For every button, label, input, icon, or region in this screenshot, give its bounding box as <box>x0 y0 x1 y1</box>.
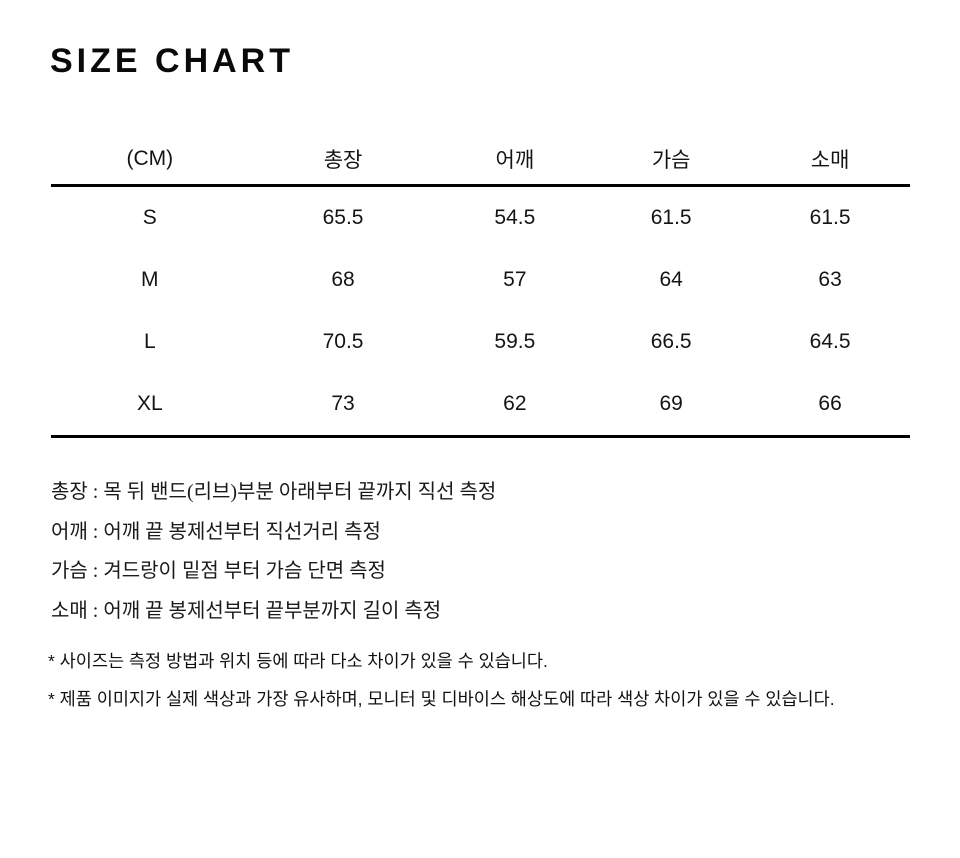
measurement-value: 64 <box>659 268 683 291</box>
measurement-value: 69 <box>659 392 683 415</box>
column-header: 가슴 <box>651 149 691 172</box>
measurement-value: 59.5 <box>494 330 536 353</box>
size-row: M 68 57 64 63 <box>51 249 910 311</box>
size-label: XL <box>136 392 163 415</box>
measurement-value: 65.5 <box>322 206 364 229</box>
column-header: 소매 <box>810 149 850 172</box>
size-label: S <box>142 206 157 229</box>
measurement-value: 66.5 <box>650 330 692 353</box>
guide-line: 총장 : 목 뒤 밴드(리브)부분 아래부터 끝까지 직선 측정 <box>51 481 497 503</box>
size-label: L <box>143 330 156 353</box>
size-table: (CM) 총장 어깨 가슴 소매 S 65.5 54.5 61.5 61.5 M 68 57 64 63 L… <box>51 134 910 438</box>
column-header: 어깨 <box>495 149 535 172</box>
size-row: XL 73 62 69 66 <box>51 373 910 437</box>
unit-header: (CM) <box>126 147 174 170</box>
guide-line: 어깨 : 어깨 끝 봉제선부터 직선거리 측정 <box>51 520 381 543</box>
disclaimer-notes: * 사이즈는 측정 방법과 위치 등에 따라 다소 차이가 있을 수 있습니다.… <box>48 642 835 718</box>
measurement-value: 61.5 <box>650 206 692 229</box>
measurement-value: 63 <box>818 268 842 291</box>
page-title: SIZE CHART <box>50 42 294 80</box>
measurement-value: 66 <box>818 392 842 415</box>
size-row: S 65.5 54.5 61.5 61.5 <box>51 186 910 250</box>
size-row: L 70.5 59.5 66.5 64.5 <box>51 311 910 373</box>
measurement-value: 54.5 <box>494 206 536 229</box>
measurement-value: 64.5 <box>809 330 851 353</box>
measurement-value: 61.5 <box>809 206 851 229</box>
size-table-header-row: (CM) 총장 어깨 가슴 소매 <box>51 134 910 186</box>
size-label: M <box>141 268 159 291</box>
measurement-value: 57 <box>503 268 527 291</box>
note-line: * 사이즈는 측정 방법과 위치 등에 따라 다소 차이가 있을 수 있습니다. <box>48 651 548 671</box>
column-header: 총장 <box>323 149 363 172</box>
measurement-value: 73 <box>331 392 355 415</box>
guide-line: 가슴 : 겨드랑이 밑점 부터 가슴 단면 측정 <box>51 560 386 582</box>
measurement-value: 68 <box>331 268 355 291</box>
guide-line: 소매 : 어깨 끝 봉제선부터 끝부분까지 길이 측정 <box>51 599 442 622</box>
measurement-value: 70.5 <box>322 330 364 353</box>
measurement-value: 62 <box>503 392 527 415</box>
note-line: * 제품 이미지가 실제 색상과 가장 유사하며, 모니터 및 디바이스 해상도… <box>48 689 835 709</box>
